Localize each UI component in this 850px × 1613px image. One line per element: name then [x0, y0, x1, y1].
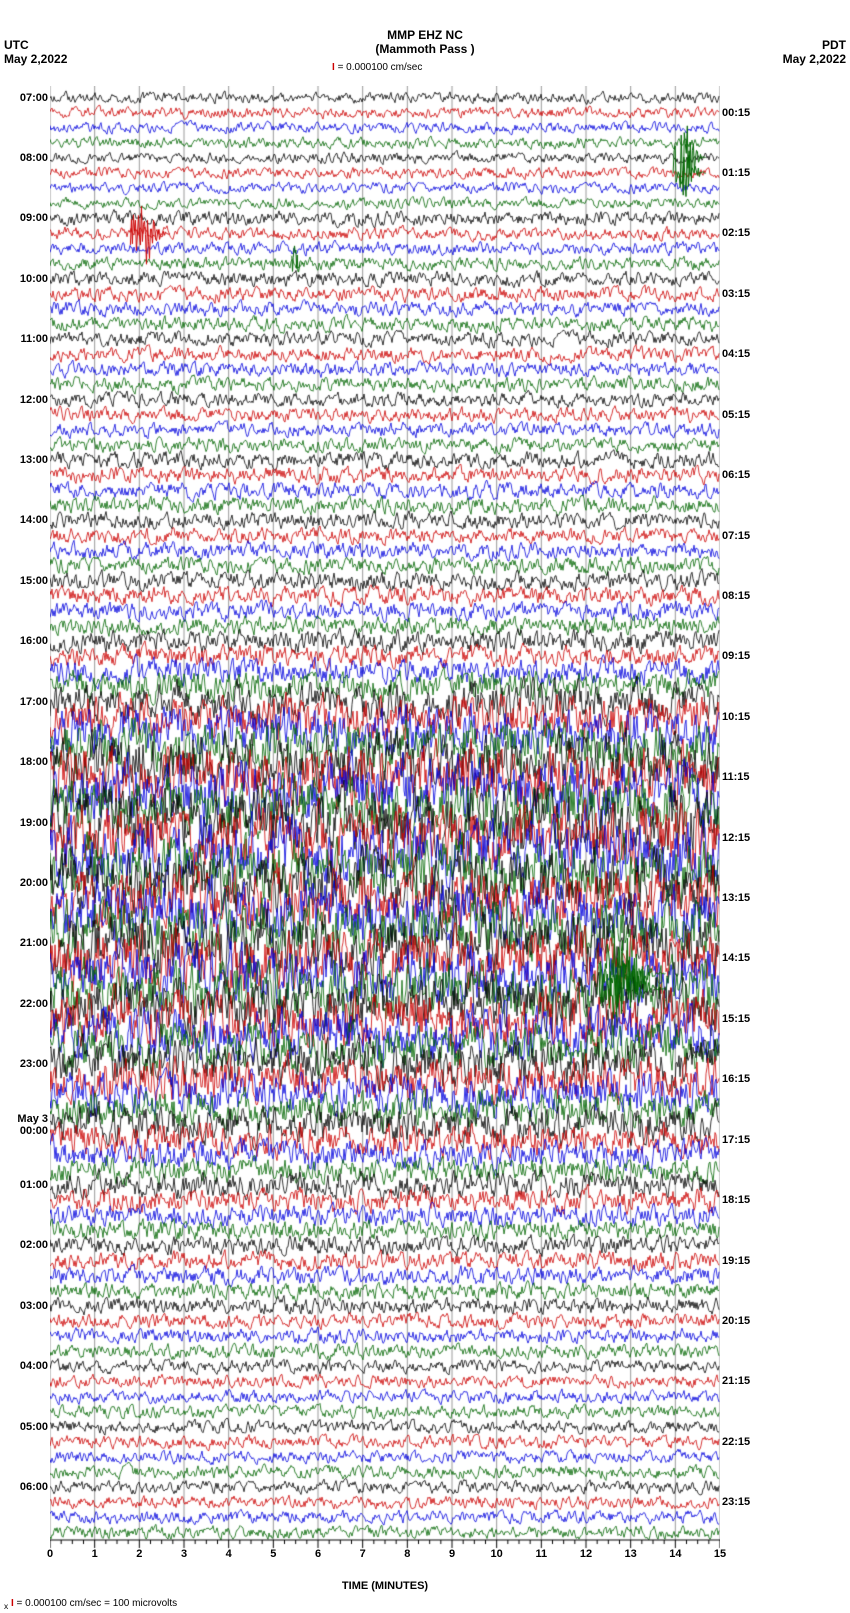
- pdt-label: 08:15: [722, 590, 750, 602]
- utc-label: 05:00: [20, 1421, 48, 1433]
- x-tick-label: 10: [491, 1548, 503, 1560]
- utc-label: 14:00: [20, 514, 48, 526]
- utc-label: 08:00: [20, 152, 48, 164]
- utc-label: 01:00: [20, 1179, 48, 1191]
- utc-label: 12:00: [20, 394, 48, 406]
- pdt-label: 12:15: [722, 832, 750, 844]
- left-timezone: UTC: [4, 38, 29, 52]
- utc-label: 09:00: [20, 212, 48, 224]
- pdt-label: 17:15: [722, 1134, 750, 1146]
- x-tick-label: 11: [536, 1548, 548, 1560]
- pdt-label: 14:15: [722, 952, 750, 964]
- x-tick-label: 3: [181, 1548, 187, 1560]
- utc-label: 20:00: [20, 877, 48, 889]
- scale-bar: I = 0.000100 cm/sec: [332, 62, 422, 73]
- right-timezone: PDT: [822, 38, 846, 52]
- pdt-label: 01:15: [722, 167, 750, 179]
- utc-label: 02:00: [20, 1239, 48, 1251]
- pdt-label: 10:15: [722, 711, 750, 723]
- pdt-label: 20:15: [722, 1315, 750, 1327]
- x-tick-label: 5: [270, 1548, 276, 1560]
- x-tick-label: 13: [625, 1548, 637, 1560]
- utc-label: 21:00: [20, 937, 48, 949]
- pdt-label: 21:15: [722, 1375, 750, 1387]
- pdt-label: 11:15: [722, 771, 750, 783]
- pdt-label: 13:15: [722, 892, 750, 904]
- left-date: May 2,2022: [4, 52, 67, 66]
- utc-label: 03:00: [20, 1300, 48, 1312]
- pdt-label: 04:15: [722, 348, 750, 360]
- pdt-label: 18:15: [722, 1194, 750, 1206]
- x-tick-label: 7: [360, 1548, 366, 1560]
- station-title: MMP EHZ NC: [387, 28, 463, 42]
- pdt-label: 15:15: [722, 1013, 750, 1025]
- x-tick-label: 8: [404, 1548, 410, 1560]
- utc-label: 10:00: [20, 273, 48, 285]
- utc-label: 18:00: [20, 756, 48, 768]
- utc-label: 16:00: [20, 635, 48, 647]
- station-subtitle: (Mammoth Pass ): [375, 42, 474, 56]
- footer-scale: x I = 0.000100 cm/sec = 100 microvolts: [4, 1598, 177, 1611]
- right-date: May 2,2022: [783, 52, 846, 66]
- x-tick-label: 14: [669, 1548, 681, 1560]
- pdt-label: 23:15: [722, 1496, 750, 1508]
- pdt-label: 19:15: [722, 1255, 750, 1267]
- utc-label: 11:00: [20, 333, 48, 345]
- utc-label: 22:00: [20, 998, 48, 1010]
- pdt-label: 06:15: [722, 469, 750, 481]
- utc-label: 19:00: [20, 817, 48, 829]
- pdt-label: 16:15: [722, 1073, 750, 1085]
- footer-text: = 0.000100 cm/sec = 100 microvolts: [17, 1598, 178, 1609]
- x-tick-label: 0: [47, 1548, 53, 1560]
- pdt-label: 03:15: [722, 288, 750, 300]
- utc-label: 17:00: [20, 696, 48, 708]
- x-axis-title: TIME (MINUTES): [342, 1580, 428, 1592]
- pdt-label: 02:15: [722, 227, 750, 239]
- x-tick-label: 1: [92, 1548, 98, 1560]
- pdt-label: 22:15: [722, 1436, 750, 1448]
- utc-label: 23:00: [20, 1058, 48, 1070]
- scale-text: = 0.000100 cm/sec: [338, 62, 423, 73]
- seismogram-plot: [50, 86, 720, 1556]
- x-tick-label: 6: [315, 1548, 321, 1560]
- pdt-label: 07:15: [722, 530, 750, 542]
- utc-label: 15:00: [20, 575, 48, 587]
- x-tick-label: 4: [226, 1548, 232, 1560]
- utc-label: 06:00: [20, 1481, 48, 1493]
- x-tick-label: 9: [449, 1548, 455, 1560]
- utc-label: 04:00: [20, 1360, 48, 1372]
- pdt-label: 05:15: [722, 409, 750, 421]
- utc-label: 07:00: [20, 92, 48, 104]
- x-tick-label: 15: [714, 1548, 726, 1560]
- utc-label: May 3 00:00: [17, 1113, 48, 1137]
- pdt-label: 00:15: [722, 107, 750, 119]
- utc-label: 13:00: [20, 454, 48, 466]
- x-tick-label: 12: [580, 1548, 592, 1560]
- x-tick-label: 2: [136, 1548, 142, 1560]
- pdt-label: 09:15: [722, 650, 750, 662]
